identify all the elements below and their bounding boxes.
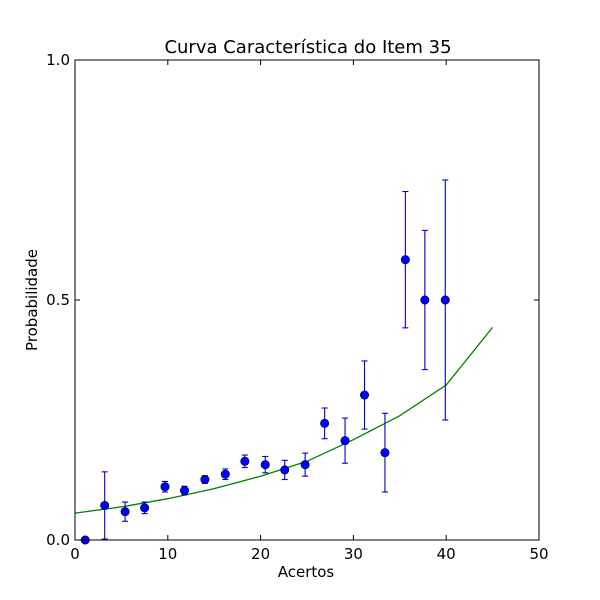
data-point (300, 460, 310, 470)
data-point (120, 507, 130, 517)
chart-title: Curva Característica do Item 35 (164, 37, 451, 58)
data-point (160, 482, 170, 492)
x-tick-label: 0 (70, 545, 80, 563)
data-point (140, 503, 150, 513)
data-point (440, 295, 450, 305)
data-point (340, 436, 350, 446)
y-tick-label: 0.0 (46, 531, 70, 549)
data-point (360, 390, 370, 400)
curve-layer (74, 326, 494, 514)
data-point (380, 448, 390, 458)
x-tick-label: 40 (437, 545, 456, 563)
y-tick-label: 1.0 (46, 51, 70, 69)
errorbar-layer (101, 179, 449, 540)
data-point (420, 295, 430, 305)
x-axis-label: Acertos (278, 563, 335, 581)
data-point (400, 255, 410, 265)
x-tick-label: 20 (251, 545, 270, 563)
data-point (260, 460, 270, 470)
x-tick-label: 10 (158, 545, 177, 563)
point-layer (80, 255, 450, 545)
data-point (200, 475, 210, 485)
data-point (100, 500, 110, 510)
data-point (320, 418, 330, 428)
data-point (240, 456, 250, 466)
fitted-curve (74, 326, 494, 514)
axes-layer: 0 10 20 30 40 50 0.0 0.5 1.0 (46, 51, 548, 563)
data-point (180, 486, 190, 496)
x-tick-label: 50 (529, 545, 548, 563)
data-point (220, 469, 230, 479)
y-tick-label: 0.5 (46, 291, 70, 309)
y-axis-label: Probabilidade (23, 249, 41, 351)
x-tick-label: 30 (344, 545, 363, 563)
data-point (280, 465, 290, 475)
